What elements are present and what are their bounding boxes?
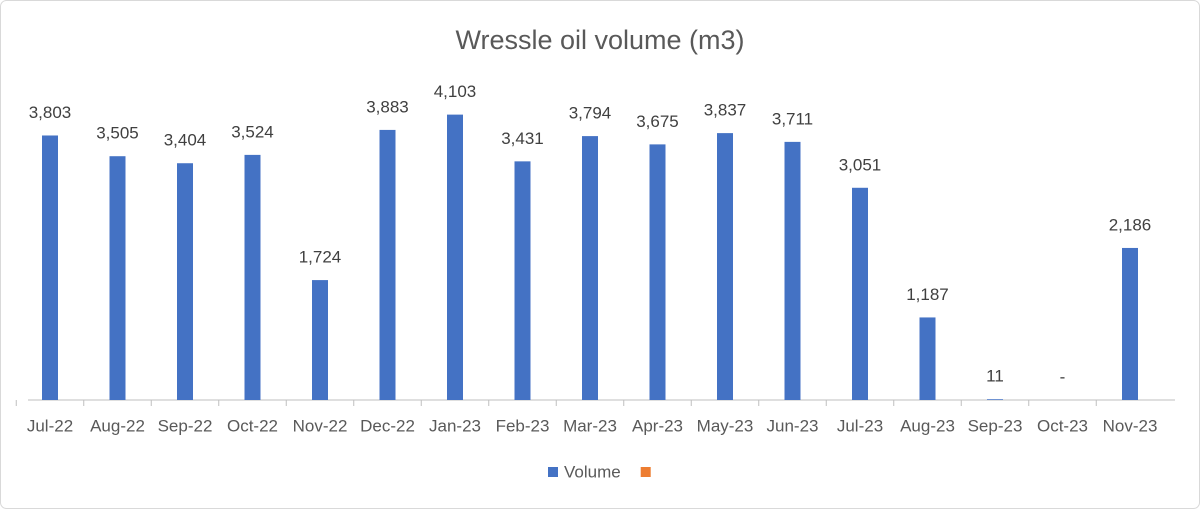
x-tick-label: Sep-22 [158, 416, 213, 435]
bar [514, 161, 531, 400]
data-label: 3,675 [636, 112, 679, 131]
data-label: 3,051 [839, 155, 882, 174]
data-label: 3,524 [231, 122, 274, 141]
bar [784, 141, 801, 400]
legend-swatch [640, 467, 651, 477]
data-label: 4,103 [434, 82, 477, 101]
data-label: 3,837 [704, 101, 747, 120]
x-tick-label: Feb-23 [496, 416, 550, 435]
data-label: 3,803 [29, 103, 72, 122]
x-tick-label: Sep-23 [968, 416, 1023, 435]
x-tick-label: Nov-22 [293, 416, 348, 435]
data-label: 11 [986, 367, 1004, 386]
legend-label: Volume [564, 462, 621, 481]
x-tick-label: Jun-23 [767, 416, 819, 435]
bar [649, 144, 666, 400]
bar [919, 317, 936, 400]
x-tick-label: Oct-22 [227, 416, 278, 435]
x-tick-label: Jul-22 [27, 416, 73, 435]
bar [312, 280, 328, 400]
x-tick-label: Dec-22 [360, 416, 415, 435]
bar [244, 154, 261, 400]
bar [42, 135, 58, 400]
chart-title: Wressle oil volume (m3) [455, 25, 744, 55]
bar [177, 163, 193, 400]
bar [987, 399, 1003, 400]
data-label: 3,794 [569, 104, 612, 123]
data-label: 1,724 [299, 248, 342, 267]
x-tick-label: Oct-23 [1037, 416, 1088, 435]
bar [447, 114, 463, 400]
data-label: 3,505 [96, 124, 139, 143]
x-tick-label: Mar-23 [563, 416, 617, 435]
x-tick-label: Nov-23 [1103, 416, 1158, 435]
x-tick-label: Jan-23 [429, 416, 481, 435]
data-label: 3,431 [501, 129, 544, 148]
data-label: 1,187 [906, 285, 949, 304]
data-label: 2,186 [1109, 215, 1152, 234]
bar [717, 133, 733, 400]
data-label: 3,404 [164, 131, 207, 150]
bar [1122, 247, 1138, 400]
x-tick-label: Jul-23 [837, 416, 883, 435]
bar [852, 187, 868, 400]
x-tick-label: Apr-23 [632, 416, 683, 435]
data-label: - [1060, 367, 1066, 386]
bar [109, 156, 126, 400]
x-tick-label: May-23 [697, 416, 754, 435]
x-tick-label: Aug-23 [900, 416, 955, 435]
data-label: 3,711 [772, 109, 813, 128]
bar [582, 136, 598, 401]
bar [379, 129, 396, 400]
x-tick-label: Aug-22 [90, 416, 145, 435]
legend-swatch [548, 467, 558, 477]
data-label: 3,883 [366, 97, 409, 116]
